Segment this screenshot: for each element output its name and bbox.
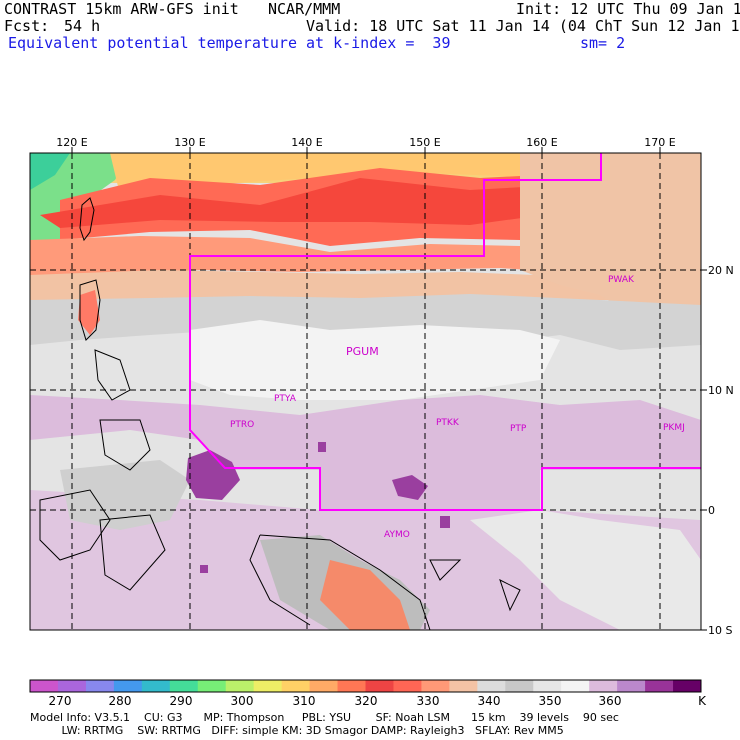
station-pkmj: PKMJ xyxy=(663,423,685,433)
colorbar-tick-330: 330 xyxy=(416,694,440,708)
station-aymo: AYMO xyxy=(384,530,410,540)
lon-label-140: 140 E xyxy=(291,136,322,149)
smoothing-info: sm= 2 xyxy=(580,34,626,52)
colorbar-swatch xyxy=(393,680,422,692)
colorbar-swatch xyxy=(281,680,311,692)
colorbar xyxy=(29,679,702,693)
colorbar-tick-320: 320 xyxy=(354,694,378,708)
lon-label-130: 130 E xyxy=(174,136,205,149)
colorbar-swatch xyxy=(617,680,646,692)
level-info: at k-index = 39 xyxy=(306,34,451,52)
colorbar-swatch xyxy=(85,680,115,692)
model-info-line1: Model Info: V3.5.1 CU: G3 MP: Thompson P… xyxy=(30,711,619,724)
model-info-line2: LW: RRTMG SW: RRTMG DIFF: simple KM: 3D … xyxy=(30,724,564,737)
colorbar-swatch xyxy=(253,680,283,692)
colorbar-tick-340: 340 xyxy=(477,694,501,708)
field-shading xyxy=(30,153,701,630)
colorbar-swatch xyxy=(673,680,702,692)
colorbar-swatch xyxy=(197,680,227,692)
colorbar-tick-270: 270 xyxy=(48,694,72,708)
lat-label-10s: 10 S xyxy=(708,624,732,637)
forecast-hour: 54 h xyxy=(64,17,101,35)
colorbar-tick-280: 280 xyxy=(108,694,132,708)
colorbar-swatch xyxy=(225,680,255,692)
lon-label-150: 150 E xyxy=(409,136,440,149)
colorbar-swatch xyxy=(113,680,143,692)
colorbar-swatch xyxy=(533,680,562,692)
station-pgum: PGUM xyxy=(346,345,379,358)
lat-label-20n: 20 N xyxy=(708,264,734,277)
colorbar-swatch xyxy=(645,680,674,692)
colorbar-tick-350: 350 xyxy=(538,694,562,708)
valid-time: Valid: 18 UTC Sat 11 Jan 14 (04 ChT Sun … xyxy=(306,17,740,35)
colorbar-swatch xyxy=(505,680,534,692)
colorbar-tick-300: 300 xyxy=(230,694,254,708)
fir-boundary xyxy=(189,153,701,511)
colorbar-swatch xyxy=(589,680,618,692)
colorbar-swatch xyxy=(561,680,590,692)
station-ptkk: PTKK xyxy=(436,418,460,428)
lon-label-160: 160 E xyxy=(526,136,557,149)
lat-label-10n: 10 N xyxy=(708,384,734,397)
colorbar-tick-310: 310 xyxy=(292,694,316,708)
lon-label-170: 170 E xyxy=(644,136,675,149)
map-frame xyxy=(29,152,702,631)
station-ptro: PTRO xyxy=(230,420,254,430)
model-title: CONTRAST 15km ARW-GFS init xyxy=(4,0,239,18)
colorbar-swatch xyxy=(365,680,394,692)
field-name: Equivalent potential temperature xyxy=(8,34,297,52)
colorbar-swatch xyxy=(337,680,366,692)
station-pwak: PWAK xyxy=(608,275,635,285)
station-ptya: PTYA xyxy=(274,394,297,404)
organization: NCAR/MMM xyxy=(268,0,341,18)
colorbar-tick-290: 290 xyxy=(169,694,193,708)
station-ptpn: PTP xyxy=(510,424,527,434)
lon-label-120: 120 E xyxy=(56,136,87,149)
colorbar-swatch xyxy=(421,680,450,692)
colorbar-swatch xyxy=(169,680,199,692)
colorbar-unit: K xyxy=(698,694,706,708)
colorbar-frame xyxy=(29,679,702,693)
forecast-label: Fcst: xyxy=(4,17,50,35)
colorbar-swatch xyxy=(57,680,87,692)
colorbar-swatch xyxy=(449,680,478,692)
colorbar-swatch xyxy=(477,680,506,692)
colorbar-swatch xyxy=(141,680,171,692)
colorbar-tick-360: 360 xyxy=(598,694,622,708)
colorbar-swatch xyxy=(30,680,59,692)
lat-label-0: 0 xyxy=(708,504,715,517)
init-time: Init: 12 UTC Thu 09 Jan 14 xyxy=(516,0,740,18)
colorbar-swatch xyxy=(309,680,339,692)
